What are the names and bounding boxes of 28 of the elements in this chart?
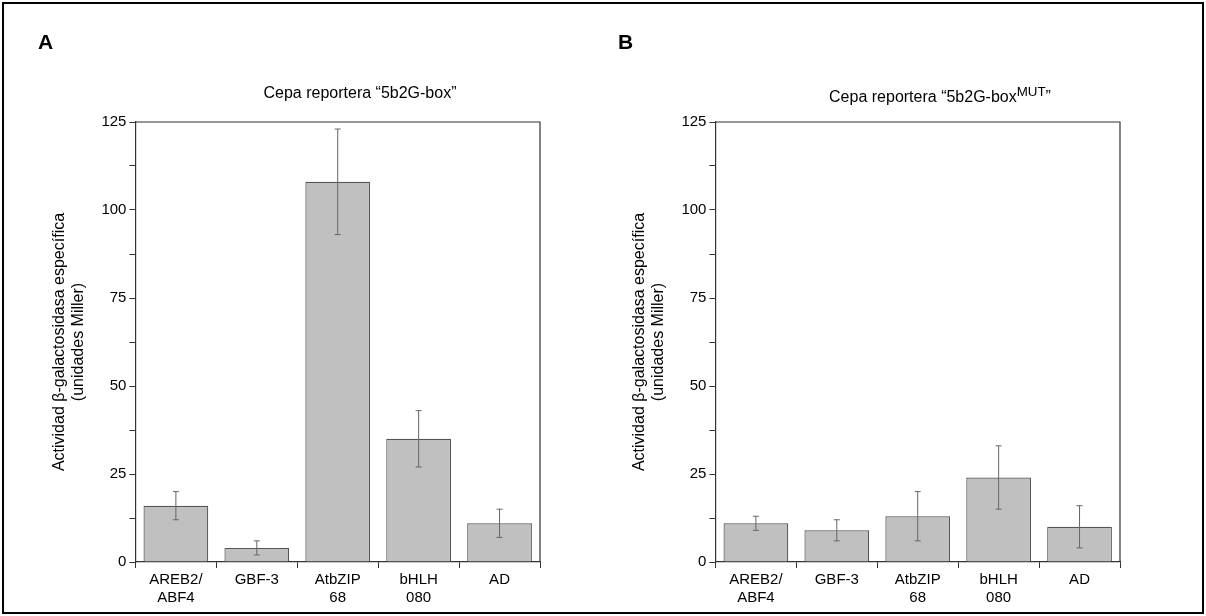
y-tick-label: 25 [689, 464, 707, 482]
x-tick-label: AREB2/ ABF4 [729, 570, 784, 606]
x-tick-label: AD [489, 570, 511, 588]
y-tick-label: 75 [689, 288, 707, 306]
text: B [618, 30, 634, 54]
x-tick-label: bHLH 080 [399, 570, 438, 606]
x-tick-label: GBF-3 [234, 570, 279, 588]
y-tick-label: 100 [681, 200, 707, 218]
x-tick-label: AREB2/ ABF4 [149, 570, 204, 606]
x-tick-label: AD [1069, 570, 1091, 588]
x-tick-label: GBF-3 [814, 570, 859, 588]
y-tick-label: 25 [109, 464, 127, 482]
y-tick-label: 125 [681, 112, 707, 130]
x-tick-label: AtbZIP 68 [894, 570, 941, 606]
y-tick-label: 100 [101, 200, 127, 218]
y-tick-label: 50 [689, 376, 707, 394]
chart-title: Cepa reportera “5b2G-box” [262, 84, 458, 102]
y-axis-title: Actividad β-galactosidasa específica (unidades Miller) [50, 212, 87, 472]
y-tick-label: 75 [109, 288, 127, 306]
x-tick-label: AtbZIP 68 [314, 570, 361, 606]
text: A [38, 30, 54, 54]
chart-title: Cepa reportera “5b2G-box$^{MUT}$” [828, 84, 1052, 107]
x-tick-label: bHLH 080 [979, 570, 1018, 606]
y-tick-label: 125 [101, 112, 127, 130]
y-tick-label: 0 [118, 552, 127, 570]
y-tick-label: 0 [698, 552, 707, 570]
y-axis-title: Actividad β-galactosidasa específica (unidades Miller) [630, 212, 667, 472]
y-tick-label: 50 [109, 376, 127, 394]
